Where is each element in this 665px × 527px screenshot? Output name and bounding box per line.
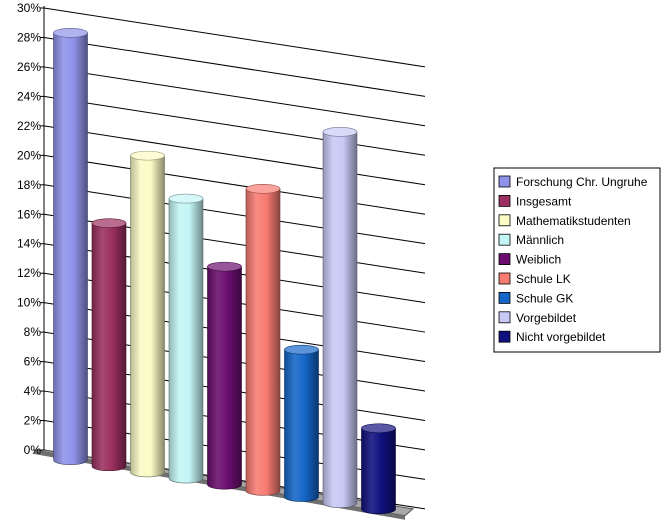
bar-body: [284, 349, 319, 502]
y-tick-label: 12%: [17, 266, 41, 280]
bar-top: [322, 127, 358, 137]
legend-item: Vorgebildet: [498, 311, 577, 325]
bar-body: [245, 188, 281, 496]
legend-item: Nicht vorgebildet: [498, 330, 606, 344]
legend-label: Insgesamt: [516, 194, 572, 208]
gridline: [43, 95, 426, 156]
legend-item: Weiblich: [498, 253, 561, 267]
legend-label: Männlich: [516, 233, 564, 247]
legend: Forschung Chr. Ungruhe Insgesamt Mathemati…: [493, 167, 661, 353]
bar-6: [284, 344, 319, 502]
bar-top: [207, 261, 242, 272]
gridline: [43, 36, 426, 97]
y-tick-label: 14%: [17, 237, 41, 251]
gridline: [43, 125, 426, 186]
bar-1: [91, 218, 127, 472]
bar-0: [53, 28, 88, 465]
y-tick-label: 28%: [17, 30, 41, 44]
bar-body: [130, 155, 165, 478]
legend-item: Insgesamt: [498, 194, 572, 208]
y-axis: 0% 2% 4% 6% 8% 10% 12% 14% 16% 18% 20% 22% 24% 26% 28%…: [17, 1, 45, 457]
y-tick-label: 26%: [17, 60, 41, 74]
legend-swatch: [498, 233, 511, 246]
legend-item: Mathematikstudenten: [498, 214, 631, 228]
bar-5: [245, 184, 281, 496]
y-tick-label: 24%: [17, 89, 41, 103]
bar-body: [361, 427, 396, 515]
legend-label: Weiblich: [516, 253, 561, 267]
bar-top: [130, 150, 165, 161]
legend-swatch: [498, 272, 511, 285]
bar-3: [168, 193, 204, 484]
y-tick-label: 16%: [17, 207, 41, 221]
y-tick-label: 2%: [24, 414, 42, 428]
y-tick-label: 18%: [17, 178, 41, 192]
bar-body: [53, 32, 88, 465]
bar-top: [53, 28, 88, 38]
legend-label: Vorgebildet: [516, 311, 577, 325]
legend-swatch: [498, 253, 511, 266]
gridline: [43, 184, 426, 245]
legend-item: Schule GK: [498, 291, 573, 305]
y-tick-label: 20%: [17, 148, 41, 162]
legend-item: Männlich: [498, 233, 564, 247]
bar-8: [361, 423, 396, 515]
legend-box: [493, 167, 661, 353]
bar-body: [322, 131, 358, 508]
bar-7: [322, 127, 358, 508]
y-tick-label: 30%: [17, 1, 41, 15]
y-tick-label: 4%: [24, 384, 42, 398]
legend-label: Forschung Chr. Ungruhe: [516, 175, 648, 189]
y-tick-label: 0%: [24, 443, 42, 457]
legend-swatch: [498, 194, 511, 207]
legend-label: Nicht vorgebildet: [516, 330, 606, 344]
legend-label: Schule LK: [516, 272, 571, 286]
legend-swatch: [498, 214, 511, 227]
legend-label: Mathematikstudenten: [516, 214, 631, 228]
bar-4: [207, 261, 242, 490]
gridline: [43, 154, 426, 215]
y-tick-label: 6%: [24, 355, 42, 369]
bar-body: [168, 198, 204, 484]
bar-top: [245, 184, 281, 194]
legend-swatch: [498, 330, 511, 343]
bars: [53, 28, 396, 515]
bar-2: [130, 150, 165, 478]
bar-body: [207, 266, 242, 490]
gridline: [43, 7, 426, 68]
bar-top: [168, 193, 204, 204]
legend-swatch: [498, 311, 511, 324]
bar-top: [361, 423, 396, 434]
legend-swatch: [498, 291, 511, 304]
legend-item: Schule LK: [498, 272, 571, 286]
legend-item: Forschung Chr. Ungruhe: [498, 175, 648, 189]
bar-top: [284, 344, 319, 355]
legend-label: Schule GK: [516, 291, 573, 305]
y-tick-label: 10%: [17, 296, 41, 310]
bar-body: [91, 222, 127, 472]
y-tick-label: 8%: [24, 325, 42, 339]
gridline: [43, 66, 426, 127]
legend-swatch: [498, 175, 511, 188]
bar-top: [91, 218, 127, 228]
y-tick-label: 22%: [17, 119, 41, 133]
